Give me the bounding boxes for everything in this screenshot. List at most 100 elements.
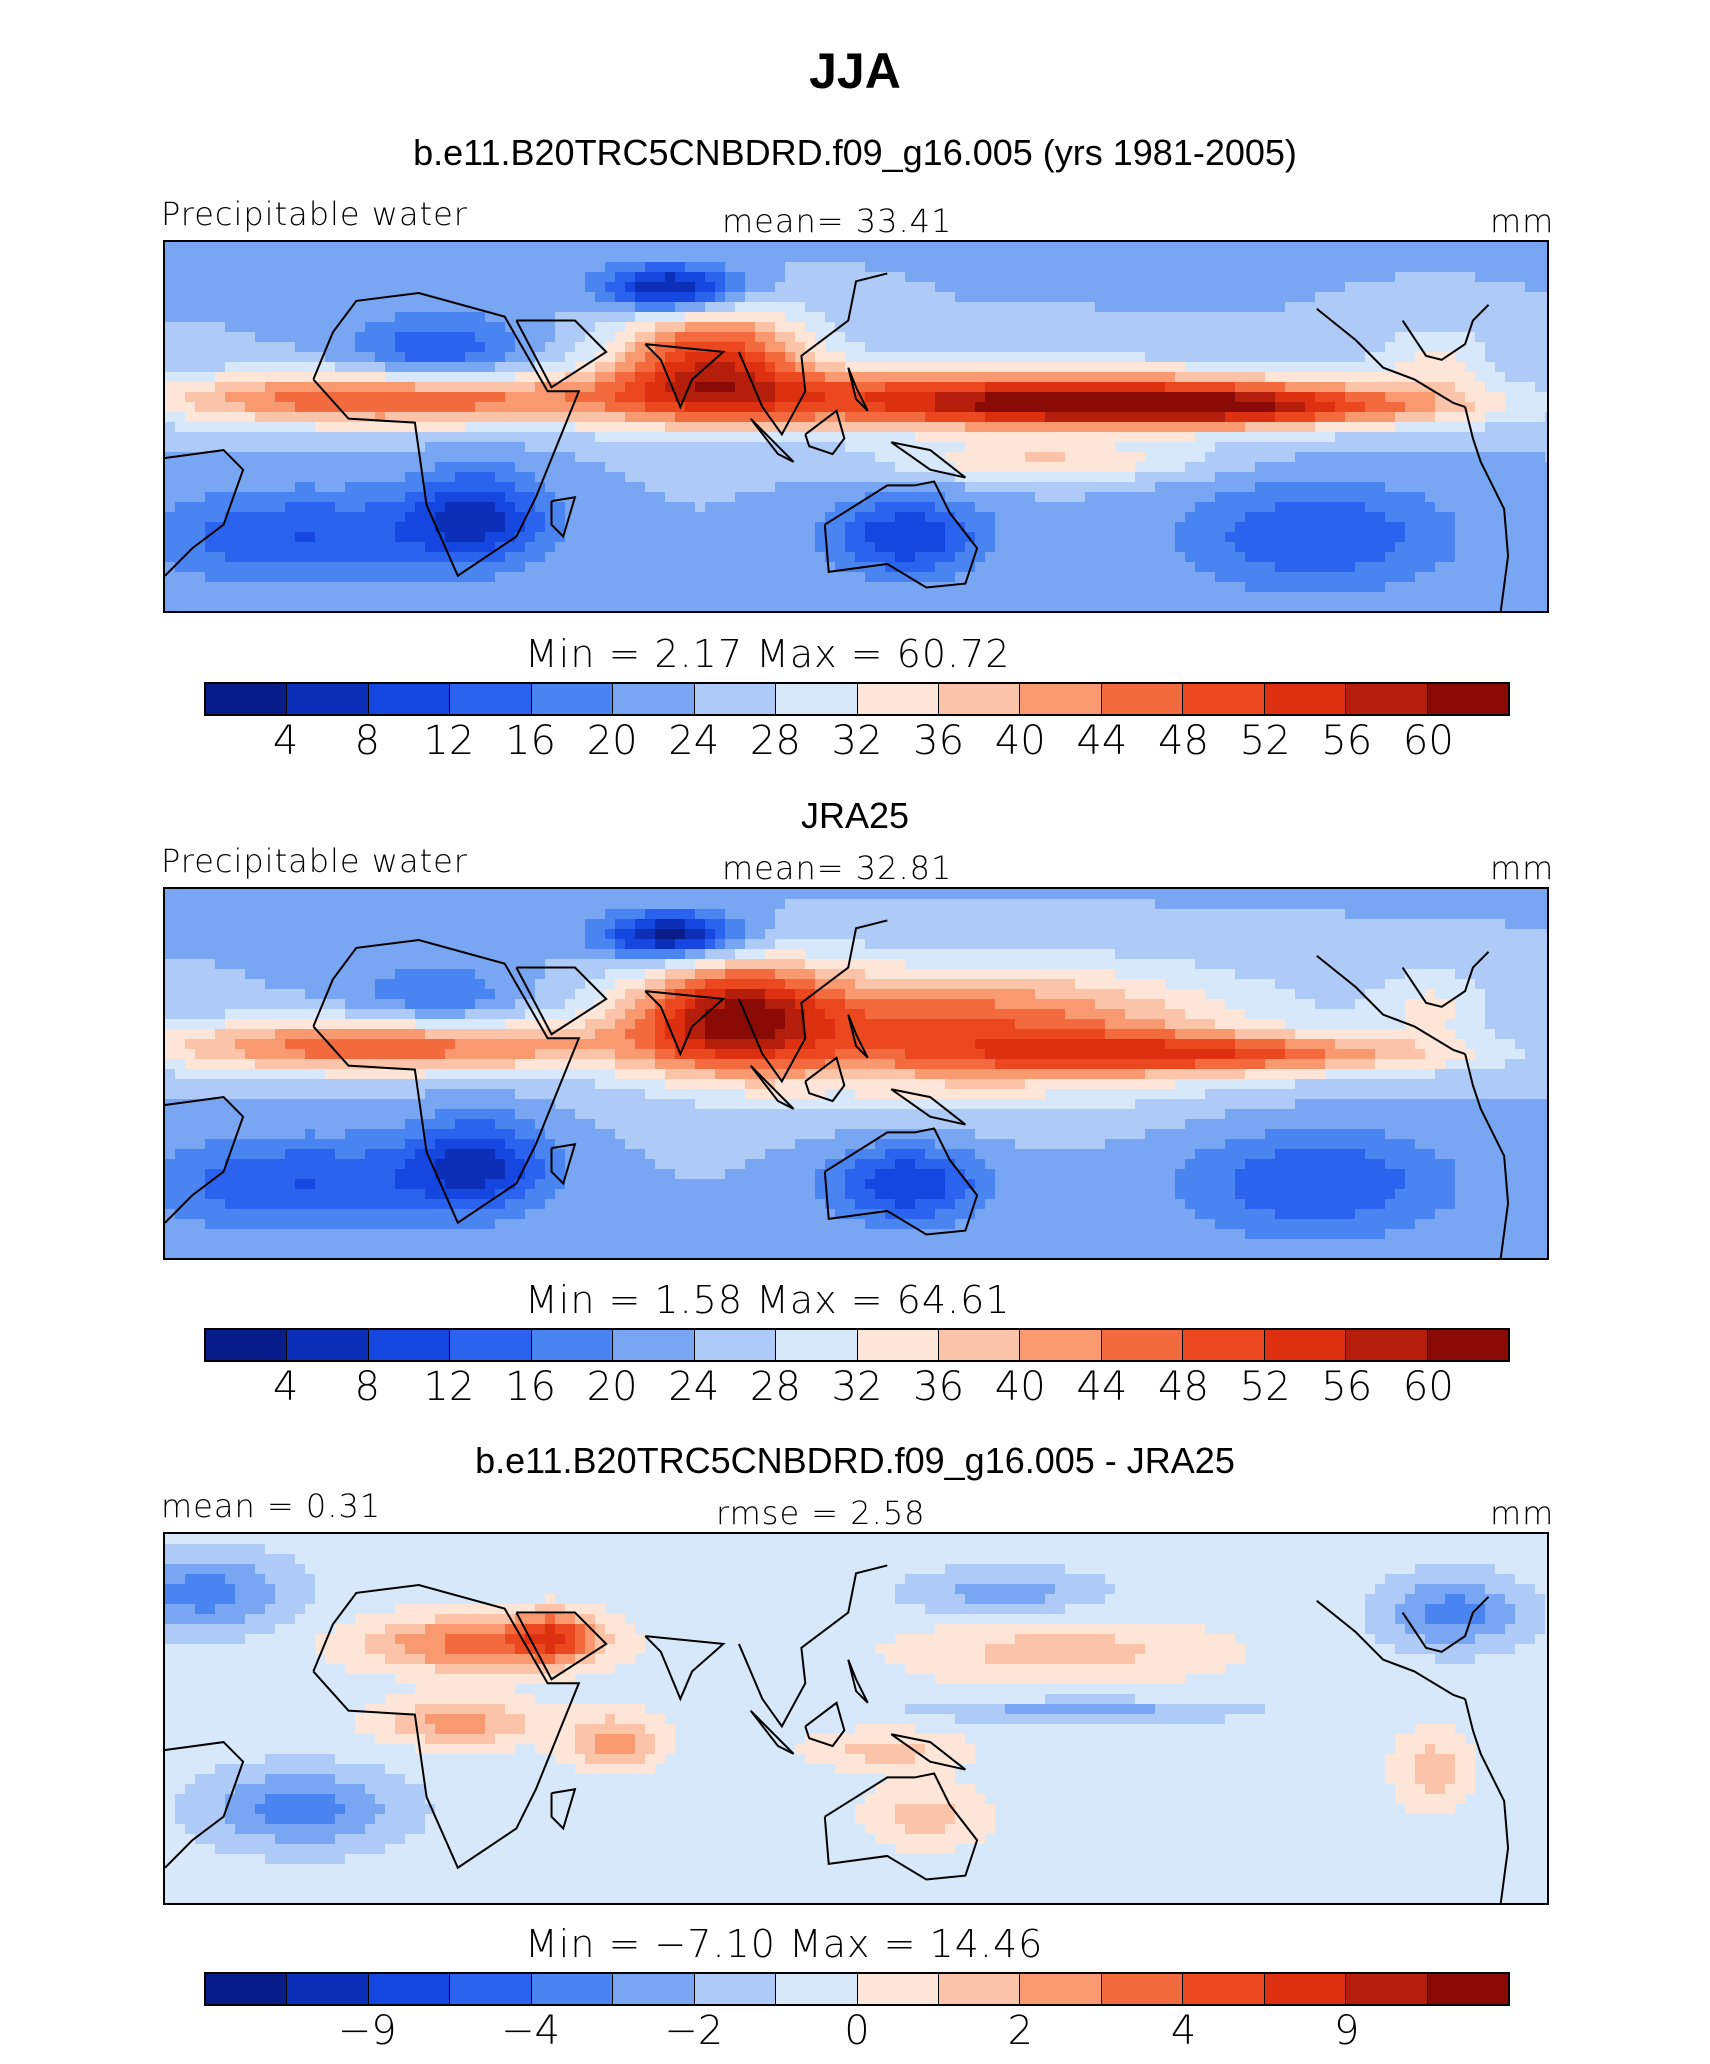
colorbar-box: [206, 684, 288, 714]
coastline: [804, 409, 846, 456]
colorbar-box: [1264, 684, 1347, 714]
coastline: [1401, 304, 1490, 361]
coastline: [738, 919, 888, 1084]
contour-map: [163, 240, 1549, 613]
colorbar-box: [776, 1330, 858, 1360]
min-max-stats: Min = 1.58 Max = 64.61: [525, 1278, 1011, 1322]
colorbar-tick-label: 12: [423, 718, 475, 764]
colorbar-tick-label: 9: [1334, 2008, 1360, 2054]
coastline: [1464, 406, 1510, 611]
colorbar-box: [450, 1330, 532, 1360]
left-label: mean = 0.31: [161, 1487, 382, 1525]
coastline: [644, 1635, 726, 1702]
colorbar: [204, 682, 1510, 716]
colorbar-box: [857, 1974, 939, 2004]
colorbar-box: [857, 684, 939, 714]
colorbar-box: [938, 1330, 1021, 1360]
colorbar-tick-label: 56: [1321, 718, 1373, 764]
colorbar-box: [694, 1974, 777, 2004]
coastline: [550, 495, 577, 539]
colorbar-tick-label: 44: [1076, 718, 1128, 764]
colorbar-tick-label: 24: [668, 1364, 720, 1410]
contour-map: [163, 887, 1549, 1260]
colorbar-box: [1427, 1974, 1508, 2004]
coastline: [1316, 1599, 1466, 1700]
colorbar-tick-label: 36: [913, 718, 965, 764]
colorbar-box: [694, 1330, 777, 1360]
colorbar-box: [613, 1974, 695, 2004]
colorbar-tick-label: 44: [1076, 1364, 1128, 1410]
colorbar-tick-label: −2: [664, 2008, 724, 2054]
colorbar-tick-label: 32: [831, 718, 883, 764]
colorbar-box: [1346, 1974, 1428, 2004]
colorbar-box: [206, 1974, 288, 2004]
colorbar-box: [1427, 1330, 1508, 1360]
colorbar-tick-label: 56: [1321, 1364, 1373, 1410]
colorbar-tick-label: 8: [354, 1364, 380, 1410]
colorbar-box: [857, 1330, 939, 1360]
coastline: [515, 1611, 608, 1681]
colorbar-box: [287, 1330, 369, 1360]
coastline: [738, 1564, 888, 1729]
colorbar-box: [1101, 1974, 1184, 2004]
colorbar-box: [1264, 1330, 1347, 1360]
colorbar-box: [206, 1330, 288, 1360]
contour-map: [163, 1532, 1549, 1905]
colorbar-tick-label: 52: [1239, 718, 1291, 764]
colorbar-tick-label: −9: [337, 2008, 397, 2054]
coastline: [749, 1064, 795, 1110]
colorbar-box: [1101, 684, 1184, 714]
coastline: [804, 1056, 846, 1103]
colorbar-tick-label: 24: [668, 718, 720, 764]
coastline: [312, 1584, 581, 1870]
colorbar-tick-label: 32: [831, 1364, 883, 1410]
colorbar-box: [1346, 684, 1428, 714]
coastline: [550, 1142, 577, 1186]
coastline: [738, 272, 888, 437]
colorbar-box: [776, 684, 858, 714]
units-label: mm: [1490, 202, 1555, 240]
colorbar-tick-label: 2: [1007, 2008, 1033, 2054]
colorbar-tick-label: 4: [272, 1364, 299, 1410]
panel-title: JRA25: [800, 795, 910, 836]
colorbar-tick-label: 8: [354, 718, 380, 764]
coastline: [823, 1772, 979, 1881]
colorbar-box: [1101, 1330, 1184, 1360]
colorbar-box: [287, 684, 369, 714]
colorbar-tick-label: 28: [749, 1364, 801, 1410]
colorbar-box: [776, 1974, 858, 2004]
colorbar-tick-label: 20: [586, 718, 638, 764]
min-max-stats: Min = 2.17 Max = 60.72: [525, 632, 1011, 676]
coastline: [749, 1709, 795, 1755]
coastline: [804, 1701, 846, 1748]
colorbar-box: [368, 684, 451, 714]
left-label: Precipitable water: [161, 195, 468, 233]
coastline: [165, 1741, 245, 1869]
coastline: [1316, 954, 1466, 1055]
colorbar-tick-label: 0: [844, 2008, 870, 2054]
colorbar-box: [1020, 1330, 1102, 1360]
coastline: [823, 1127, 979, 1236]
colorbar: [204, 1328, 1510, 1362]
colorbar-tick-label: 60: [1402, 718, 1454, 764]
units-label: mm: [1490, 1494, 1555, 1532]
colorbar-tick-label: 20: [586, 1364, 638, 1410]
center-label: mean= 32.81: [722, 849, 953, 887]
colorbar-box: [1183, 1974, 1265, 2004]
colorbar-box: [1264, 1974, 1347, 2004]
colorbar-box: [613, 1330, 695, 1360]
coastline: [515, 319, 608, 389]
coastline: [165, 1096, 245, 1224]
coastline: [644, 990, 726, 1057]
colorbar-tick-label: 4: [1170, 2008, 1197, 2054]
coastline: [312, 292, 581, 578]
coastline: [847, 1014, 869, 1059]
panel-title: b.e11.B20TRC5CNBDRD.f09_g16.005 - JRA25: [475, 1440, 1235, 1481]
colorbar-tick-label: 48: [1158, 718, 1209, 764]
coastline: [823, 480, 979, 589]
colorbar-tick-label: 16: [505, 1364, 556, 1410]
coastline: [847, 1659, 869, 1704]
coastline: [1401, 1596, 1490, 1653]
colorbar-tick-label: 16: [505, 718, 556, 764]
colorbar-box: [938, 1974, 1021, 2004]
